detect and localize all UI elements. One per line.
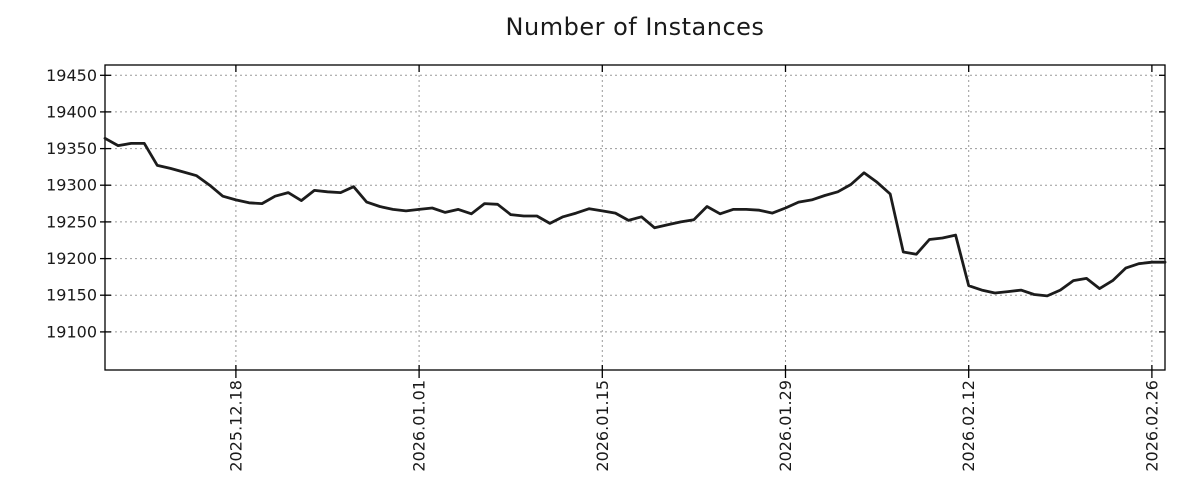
x-tick-label: 2025.12.18 — [226, 380, 245, 472]
chart-title: Number of Instances — [505, 13, 765, 41]
y-tick-label: 19450 — [46, 66, 97, 85]
x-tick-label: 2026.01.01 — [410, 380, 429, 472]
grid — [105, 65, 1165, 370]
y-tick-label: 19300 — [46, 176, 97, 195]
x-tick-label: 2026.01.15 — [593, 380, 612, 472]
y-tick-label: 19100 — [46, 322, 97, 341]
y-tick-label: 19150 — [46, 286, 97, 305]
y-tick-label: 19250 — [46, 212, 97, 231]
plot-border — [104, 64, 1166, 371]
x-tick-label: 2026.02.12 — [959, 380, 978, 472]
x-tick-label: 2026.01.29 — [776, 380, 795, 472]
y-tick-label: 19200 — [46, 249, 97, 268]
x-tick-label: 2026.02.26 — [1142, 380, 1161, 472]
tick-labels: 19100 19150 19200 19250 19300 19350 19400 19450… — [46, 66, 1161, 472]
y-tick-label: 19350 — [46, 139, 97, 158]
series-line-instances — [103, 136, 1167, 298]
y-tick-label: 19400 — [46, 102, 97, 121]
